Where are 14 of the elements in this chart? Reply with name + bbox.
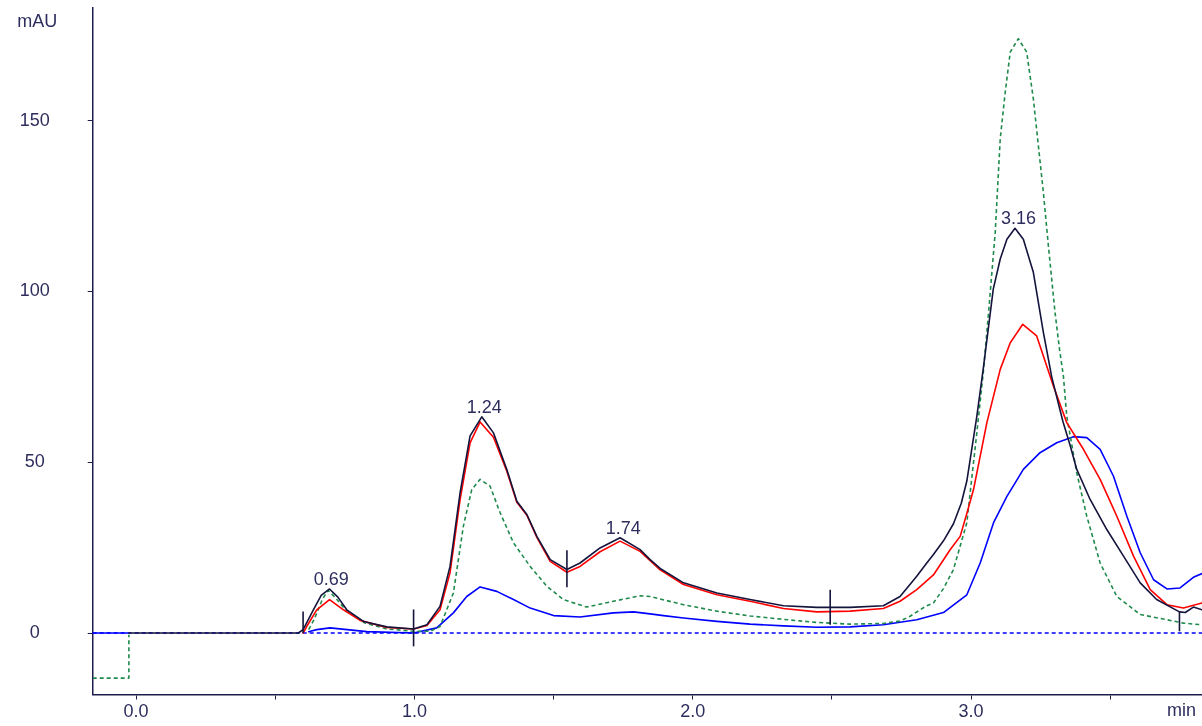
y-tick-label: 150 <box>19 109 50 130</box>
x-tick-label: 1.0 <box>401 701 427 722</box>
x-axis-title: min <box>1166 700 1196 721</box>
annotation: 3.16 <box>1001 208 1037 229</box>
annotation: 1.74 <box>605 517 641 538</box>
x-tick-label: 3.0 <box>958 701 984 722</box>
y-tick-label: 100 <box>19 280 50 301</box>
y-axis-title: mAU <box>17 10 58 31</box>
annotation: 1.24 <box>466 396 502 417</box>
y-tick-label: 0 <box>29 621 40 642</box>
x-tick-label: 2.0 <box>680 701 706 722</box>
y-tick-label: 50 <box>24 451 45 472</box>
annotation: 0.69 <box>313 568 349 589</box>
x-tick-label: 0.0 <box>123 701 149 722</box>
